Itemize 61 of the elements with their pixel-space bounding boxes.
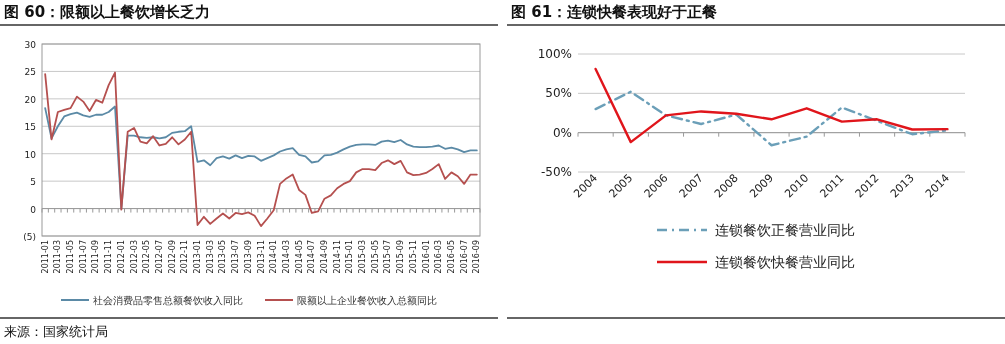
x-tick-label: 2016-05 (446, 240, 456, 274)
y-tick-label: 30 (24, 40, 37, 50)
x-tick-label: 2013-09 (243, 240, 253, 274)
x-tick-label: 2011-05 (66, 240, 76, 274)
x-tick-label: 2015-09 (396, 240, 406, 274)
x-tick-label: 2016-01 (421, 240, 431, 274)
y-tick-label: 5 (30, 177, 36, 188)
x-tick-label: 2011-03 (53, 240, 63, 274)
x-tick-label: 2013-11 (256, 240, 266, 274)
y-tick-label: 0 (30, 204, 37, 215)
x-tick-label: 2011-07 (78, 240, 88, 274)
x-tick-label: 2015-03 (358, 240, 368, 274)
y-tick-label: 50% (545, 86, 572, 101)
line-series (594, 67, 949, 144)
x-tick-label: 2014-01 (269, 240, 279, 274)
line-series (44, 71, 478, 228)
x-tick-label: 2012-01 (116, 240, 126, 274)
x-tick-label: 2012-11 (180, 240, 190, 274)
legend-label: 限额以上企业餐饮收入总额同比 (297, 295, 437, 306)
source-note: 来源：国家统计局 (4, 324, 108, 339)
y-tick-label: -50% (540, 165, 572, 179)
x-tick-label: 2016-03 (434, 240, 444, 274)
x-tick-label: 2013-05 (218, 240, 228, 274)
line-series (594, 90, 949, 147)
y-tick-label: 0% (552, 125, 572, 140)
x-tick-label: 2016-09 (472, 240, 482, 274)
x-tick-label: 2014-05 (294, 240, 304, 274)
chart-title: 图 61：连锁快餐表现好于正餐 (511, 3, 718, 21)
y-tick-label: 10 (24, 149, 37, 160)
legend-item: 社会消费品零售总额餐饮收入同比 (60, 295, 243, 306)
x-tick-label: 2011-09 (91, 240, 101, 274)
x-tick-label: 2013-01 (193, 240, 203, 274)
y-tick-label: 15 (24, 122, 36, 133)
x-tick-label: 2015-07 (383, 240, 393, 274)
x-tick-label: 2014-03 (281, 240, 291, 274)
x-tick-label: 2014-07 (307, 240, 317, 274)
legend-item: 连锁餐饮正餐营业同比 (657, 222, 855, 238)
x-tick-label: 2015-05 (370, 240, 380, 274)
x-tick-label: 2014-09 (319, 240, 329, 274)
y-tick-label: 25 (24, 67, 36, 78)
legend-item: 连锁餐饮快餐营业同比 (657, 254, 855, 270)
legend-label: 连锁餐饮正餐营业同比 (715, 222, 855, 238)
x-tick-label: 2012-03 (129, 240, 139, 274)
legend-label: 社会消费品零售总额餐饮收入同比 (93, 295, 243, 306)
y-tick-label: 20 (24, 94, 37, 105)
x-tick-label: 2015-11 (408, 240, 418, 274)
y-tick-label: (5) (23, 232, 36, 242)
x-tick-label: 2011-01 (40, 240, 50, 274)
x-tick-label: 2012-09 (167, 240, 177, 274)
chart-title: 图 60：限额以上餐饮增长乏力 (4, 3, 211, 21)
y-tick-label: 100% (537, 47, 572, 61)
x-tick-label: 2015-01 (345, 240, 355, 274)
x-tick-label: 2013-03 (205, 240, 215, 274)
legend-item: 限额以上企业餐饮收入总额同比 (264, 295, 437, 306)
x-tick-label: 2012-07 (154, 240, 164, 274)
x-tick-label: 2013-07 (231, 240, 241, 274)
x-tick-label: 2012-05 (142, 240, 152, 274)
x-tick-label: 2014-11 (332, 240, 342, 274)
x-tick-label: 2011-11 (104, 240, 114, 274)
legend-label: 连锁餐饮快餐营业同比 (715, 254, 855, 270)
x-tick-label: 2016-07 (459, 240, 469, 274)
